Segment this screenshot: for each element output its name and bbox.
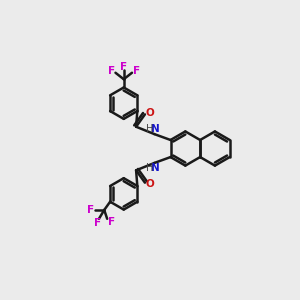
Text: F: F [107, 66, 115, 76]
Text: F: F [94, 218, 101, 228]
Text: O: O [146, 179, 154, 189]
Text: N: N [151, 163, 159, 173]
Text: O: O [146, 108, 154, 118]
Text: F: F [108, 217, 115, 227]
Text: H: H [146, 163, 153, 173]
Text: F: F [133, 66, 140, 76]
Text: N: N [151, 124, 159, 134]
Text: F: F [120, 61, 127, 72]
Text: H: H [146, 124, 153, 134]
Text: F: F [87, 205, 94, 215]
